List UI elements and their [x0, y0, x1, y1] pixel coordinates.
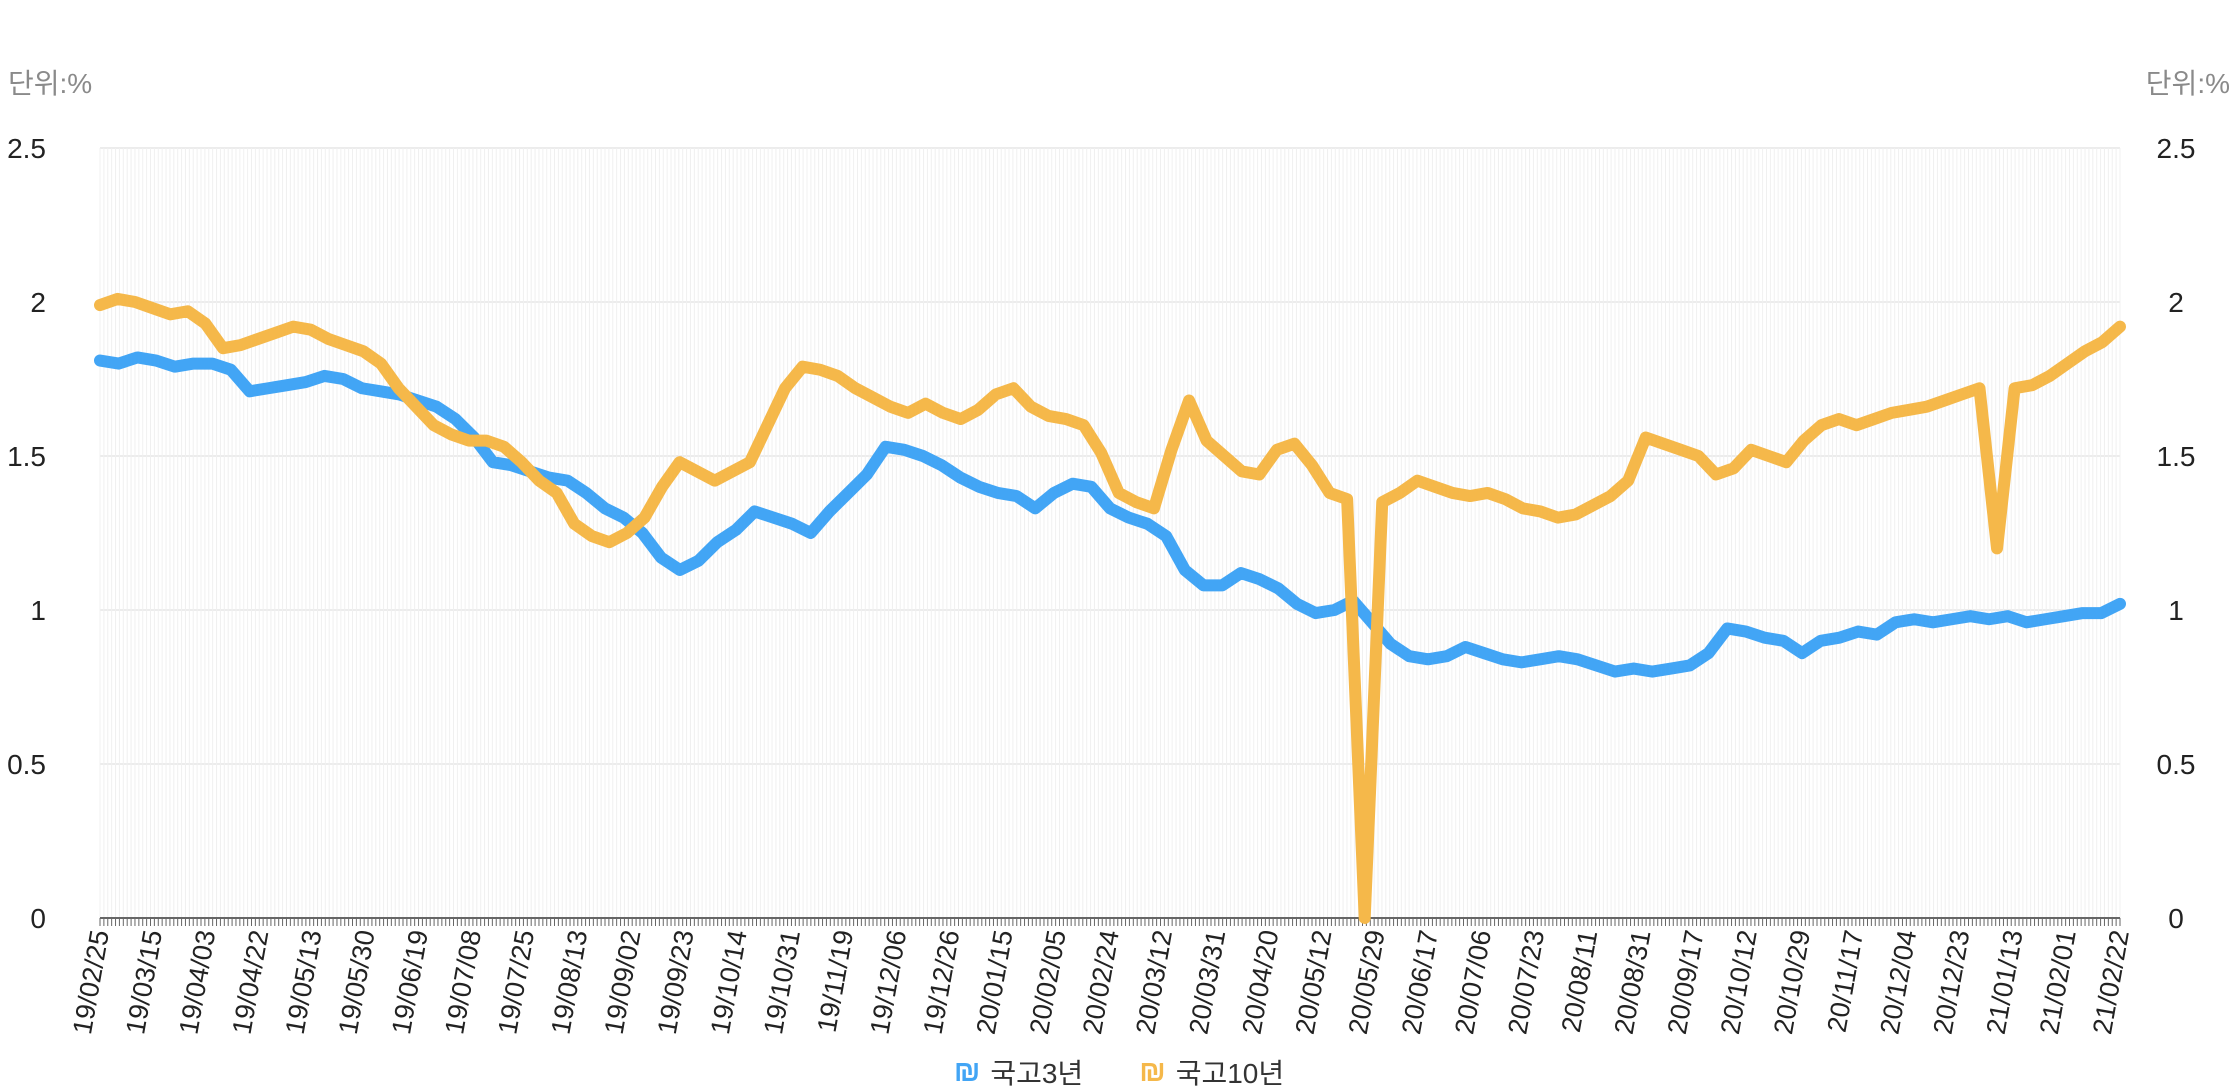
y2-tick-label: 0: [2168, 903, 2184, 934]
legend-item-series2[interactable]: ₪ 국고10년: [1139, 1052, 1284, 1092]
axes: [99, 917, 2121, 926]
y2-tick-label: 2.5: [2157, 133, 2196, 164]
x-tick-label: 20/07/23: [1502, 928, 1550, 1037]
y2-tick-label: 0.5: [2157, 749, 2196, 780]
series-line-1: [94, 351, 2126, 678]
y-tick-label: 1.5: [7, 441, 46, 472]
x-tick-label: 19/10/31: [758, 928, 806, 1037]
x-tick-label: 20/10/12: [1715, 928, 1763, 1037]
x-tick-label: 19/11/19: [812, 928, 859, 1035]
x-tick-label: 19/05/30: [333, 928, 381, 1037]
x-tick-label: 19/09/23: [652, 928, 700, 1037]
y-tick-label: 0.5: [7, 749, 46, 780]
legend: ₪ 국고3년 ₪ 국고10년: [0, 1052, 2238, 1092]
legend-swatch-icon: ₪: [953, 1055, 981, 1088]
legend-swatch-icon: ₪: [1139, 1055, 1166, 1088]
x-tick-label: 19/10/14: [705, 928, 753, 1037]
minor-gridlines: [99, 148, 2121, 918]
series-line-2: [94, 292, 2126, 924]
x-tick-label: 19/05/13: [280, 928, 328, 1037]
y2-tick-label: 1.5: [2157, 441, 2196, 472]
x-tick-label: 19/07/08: [439, 928, 487, 1037]
x-tick-label: 20/10/29: [1768, 928, 1816, 1037]
y-tick-label: 0: [30, 903, 46, 934]
x-tick-label: 19/03/15: [120, 928, 168, 1037]
x-tick-label: 20/06/17: [1396, 928, 1444, 1037]
x-tick-label: 19/04/22: [227, 928, 275, 1037]
y2-tick-label: 1: [2168, 595, 2184, 626]
legend-item-series1[interactable]: ₪ 국고3년: [954, 1052, 1083, 1092]
x-tick-label: 20/05/12: [1290, 928, 1338, 1037]
x-tick-label: 21/02/01: [2034, 928, 2082, 1037]
x-tick-label: 21/01/13: [1981, 928, 2029, 1037]
x-tick-label: 20/12/23: [1928, 928, 1976, 1037]
x-tick-label: 21/02/22: [2087, 928, 2135, 1037]
x-tick-label: 20/09/17: [1662, 928, 1710, 1037]
series-lines: [94, 292, 2126, 924]
x-tick-label: 20/08/11: [1556, 928, 1603, 1035]
x-tick-label: 20/12/04: [1874, 928, 1922, 1037]
x-tick-label: 19/12/26: [918, 928, 966, 1037]
x-tick-label: 20/04/20: [1237, 928, 1285, 1037]
minor-gridline: [99, 148, 2121, 918]
legend-label: 국고3년: [990, 1058, 1084, 1089]
y-tick-label: 2: [30, 287, 46, 318]
legend-label: 국고10년: [1175, 1058, 1285, 1089]
unit-label-left: 단위:%: [8, 68, 93, 99]
x-tick-label: 20/08/31: [1609, 928, 1657, 1037]
x-tick-label: 19/09/02: [599, 928, 647, 1037]
y-axis-ticks: 0 0 0.5 0.5 1 1 1.5 1.5 2 2 2.5 2.5: [7, 133, 2195, 934]
x-tick-label: 20/02/05: [1024, 928, 1072, 1037]
x-tick-label: 20/11/17: [1822, 928, 1869, 1035]
x-tick-label: 20/01/15: [971, 928, 1019, 1037]
y-tick-label: 1: [30, 595, 46, 626]
x-tick-label: 20/05/29: [1343, 928, 1391, 1037]
x-tick-label: 20/03/31: [1183, 928, 1231, 1037]
x-tick-label: 19/06/19: [386, 928, 434, 1037]
x-tick-label: 19/07/25: [492, 928, 540, 1037]
x-tick-label: 19/08/13: [546, 928, 594, 1037]
unit-label-right: 단위:%: [2145, 68, 2230, 99]
x-tick-label: 19/04/03: [173, 928, 221, 1037]
y2-tick-label: 2: [2168, 287, 2184, 318]
x-axis-ticks: 19/02/25 19/03/15 19/04/03 19/04/22 19/05/13…: [67, 928, 2135, 1037]
x-axis-minor-ticks: [99, 918, 2121, 926]
x-tick-label: 20/07/06: [1449, 928, 1497, 1037]
line-chart: 0 0 0.5 0.5 1 1 1.5 1.5 2 2 2.5 2.5 19/02/25 19/03/1…: [7, 133, 2195, 1037]
x-tick-label: 19/12/06: [864, 928, 912, 1037]
x-tick-label: 20/02/24: [1077, 928, 1125, 1037]
y-tick-label: 2.5: [7, 133, 46, 164]
x-tick-label: 20/03/12: [1130, 928, 1178, 1037]
x-tick-label: 19/02/25: [67, 928, 115, 1037]
